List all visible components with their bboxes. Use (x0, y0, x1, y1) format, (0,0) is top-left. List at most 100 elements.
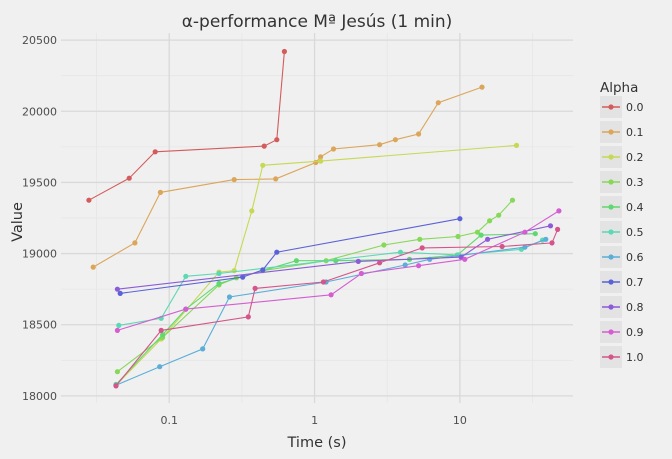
data-point (417, 236, 423, 242)
legend-item: 0.5 (600, 221, 644, 243)
y-tick-label: 19000 (22, 248, 57, 261)
legend-item: 0.3 (600, 171, 644, 193)
data-point (487, 218, 493, 224)
data-point (318, 154, 324, 160)
data-point (183, 273, 189, 279)
legend-item: 0.2 (600, 146, 644, 168)
data-point (555, 226, 561, 232)
legend: Alpha 0.0 0.1 0.2 0.3 0.4 0.5 0.6 0.7 0.8 0.9 1.0 (600, 80, 644, 368)
data-point (274, 137, 280, 143)
data-point (260, 267, 266, 273)
legend-key-point (608, 154, 614, 160)
y-tick-label: 20000 (22, 105, 57, 118)
data-point (231, 177, 237, 183)
series-0.7 (117, 216, 463, 296)
data-point (427, 256, 433, 262)
legend-key-point (608, 279, 614, 285)
series-line (115, 233, 536, 385)
data-point (183, 306, 189, 312)
data-point (157, 364, 163, 370)
data-point (419, 245, 425, 251)
data-point (543, 236, 549, 242)
data-point (377, 142, 383, 148)
data-point (216, 280, 222, 287)
data-point (416, 131, 422, 137)
legend-label: 0.6 (626, 251, 644, 264)
data-point (132, 240, 138, 246)
data-point (116, 322, 122, 328)
series-0.0 (86, 48, 287, 203)
series-layer (86, 48, 562, 389)
legend-item: 0.4 (600, 196, 644, 218)
data-point (496, 212, 502, 218)
data-point (358, 270, 364, 277)
data-point (261, 143, 267, 149)
legend-label: 0.7 (626, 276, 644, 289)
data-point (402, 262, 408, 268)
legend-label: 0.1 (626, 126, 644, 139)
legend-label: 0.3 (626, 176, 644, 189)
data-point (281, 48, 287, 55)
data-point (513, 142, 520, 148)
series-0.8 (114, 223, 554, 292)
legend-item: 0.1 (600, 121, 644, 143)
data-point (90, 264, 96, 270)
series-line (88, 51, 285, 201)
data-point (522, 244, 528, 250)
data-point (249, 208, 255, 214)
data-point (474, 229, 480, 235)
legend-label: 0.9 (626, 326, 644, 339)
data-point (333, 258, 339, 264)
legend-label: 0.0 (626, 101, 644, 114)
data-point (126, 175, 132, 181)
legend-item: 0.9 (600, 321, 644, 343)
data-point (457, 216, 463, 222)
data-point (435, 100, 441, 106)
legend-item: 0.0 (600, 96, 644, 118)
legend-label: 1.0 (626, 351, 644, 364)
data-point (114, 369, 120, 375)
data-point (226, 294, 233, 300)
legend-label: 0.5 (626, 226, 644, 239)
data-point (392, 137, 398, 143)
series-1.0 (113, 226, 561, 389)
legend-key-point (608, 129, 614, 135)
y-tick-label: 20500 (22, 34, 57, 47)
legend-key-point (608, 254, 614, 260)
x-tick-label: 0.1 (160, 414, 178, 427)
data-point (274, 249, 280, 255)
axis-layer: 18000 18500 19000 19500 20000 20500 0.1 1 10 (22, 34, 467, 427)
data-point (556, 208, 562, 214)
data-point (509, 197, 516, 203)
legend-key-point (608, 179, 614, 185)
data-point (532, 231, 538, 237)
data-point (117, 290, 123, 296)
data-point (273, 176, 279, 182)
legend-item: 1.0 (600, 346, 644, 368)
data-point (160, 332, 166, 338)
data-point (522, 229, 528, 235)
data-point (455, 233, 461, 240)
y-tick-label: 18500 (22, 319, 57, 332)
series-line (118, 239, 543, 326)
data-point (113, 383, 119, 389)
data-point (152, 149, 158, 155)
data-point (114, 327, 120, 333)
data-point (158, 327, 164, 333)
data-point (240, 274, 246, 280)
data-point (478, 232, 484, 238)
data-point (485, 236, 491, 242)
legend-key-point (608, 104, 614, 110)
data-point (397, 249, 404, 255)
data-point (330, 146, 337, 152)
data-point (479, 84, 485, 90)
data-point (313, 159, 319, 166)
y-axis-title: Value (10, 202, 26, 242)
data-point (320, 279, 326, 285)
series-0.9 (114, 208, 562, 333)
data-point (216, 270, 222, 277)
chart-title: α-performance Mª Jesús (1 min) (182, 12, 453, 32)
x-tick-label: 1 (311, 414, 318, 427)
legend-label: 0.8 (626, 301, 644, 314)
